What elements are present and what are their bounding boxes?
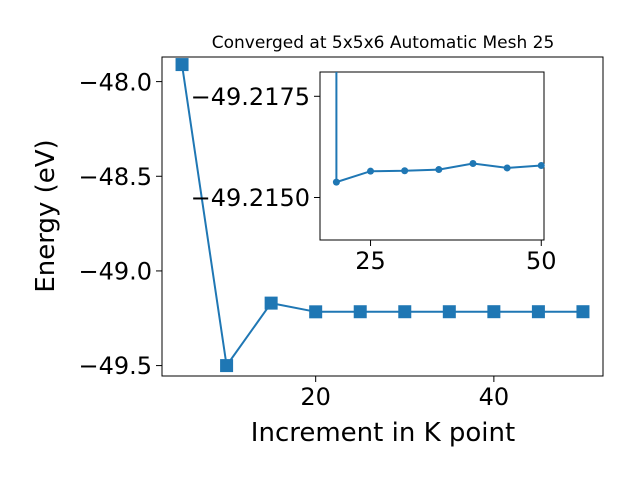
main-y-tick-label: −49.0 bbox=[78, 258, 152, 286]
main-axes: Converged at 5x5x6 Automatic Mesh 25 −48… bbox=[31, 33, 604, 448]
main-data-point bbox=[220, 359, 234, 373]
main-data-point bbox=[309, 305, 323, 319]
inset-data-point bbox=[367, 167, 375, 175]
main-x-tick-label: 20 bbox=[300, 383, 331, 411]
main-data-point bbox=[576, 305, 590, 319]
main-title: Converged at 5x5x6 Automatic Mesh 25 bbox=[212, 33, 555, 53]
inset-data-point bbox=[435, 166, 443, 174]
main-x-ticks: 20 40 bbox=[300, 376, 509, 411]
main-data-point bbox=[487, 305, 501, 319]
inset-x-tick-label: 25 bbox=[355, 247, 386, 275]
main-series-line bbox=[181, 64, 583, 369]
main-data-point bbox=[353, 305, 367, 319]
inset-plot-area bbox=[319, 71, 545, 241]
main-y-axis-label: Energy (eV) bbox=[31, 139, 61, 292]
main-data-point bbox=[264, 296, 278, 310]
inset-data-point bbox=[537, 162, 545, 170]
inset-data-point bbox=[503, 164, 511, 172]
inset-y-ticks: −49.2175 −49.2150 bbox=[191, 83, 320, 212]
main-y-tick-label: −49.5 bbox=[78, 352, 152, 380]
main-y-tick-label: −48.5 bbox=[78, 163, 152, 191]
inset-y-tick-label: −49.2175 bbox=[191, 83, 310, 111]
inset-x-ticks: 25 50 bbox=[355, 240, 557, 275]
main-data-point bbox=[398, 305, 412, 319]
inset-data-point bbox=[401, 167, 409, 175]
inset-data-point bbox=[332, 178, 340, 186]
main-y-tick-label: −48.0 bbox=[78, 68, 152, 96]
inset-axes: −49.2175 −49.2150 25 50 bbox=[191, 71, 557, 275]
main-x-axis-label: Increment in K point bbox=[251, 418, 515, 448]
inset-y-tick-label: −49.2150 bbox=[191, 184, 310, 212]
inset-x-tick-label: 50 bbox=[526, 247, 557, 275]
main-y-ticks: −48.0 −48.5 −49.0 −49.5 bbox=[78, 68, 162, 380]
main-series-markers bbox=[175, 58, 590, 373]
inset-data-point bbox=[469, 159, 477, 167]
main-data-point bbox=[175, 58, 189, 72]
main-plot-area bbox=[161, 56, 604, 377]
inset-series-line bbox=[335, 72, 542, 184]
main-data-point bbox=[531, 305, 545, 319]
main-x-tick-label: 40 bbox=[479, 383, 510, 411]
inset-series-markers bbox=[332, 159, 545, 186]
main-data-point bbox=[442, 305, 456, 319]
